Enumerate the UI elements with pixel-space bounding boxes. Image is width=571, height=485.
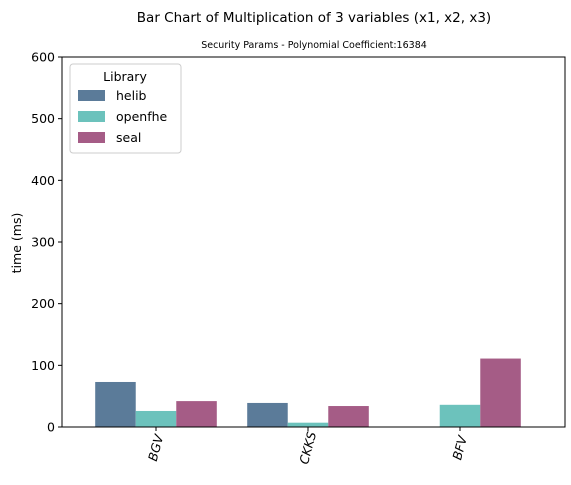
y-tick-label: 100 (31, 358, 55, 373)
chart-subtitle: Security Params - Polynomial Coefficient… (201, 40, 427, 51)
legend: Library helib openfhe seal (69, 63, 182, 154)
bar-helib-ckks (247, 402, 288, 427)
bar-openfhe-bfv (439, 404, 481, 427)
bar-seal-ckks (328, 406, 369, 427)
plot-frame (61, 56, 566, 428)
bars-group (95, 358, 521, 427)
legend-swatch-helib (78, 90, 105, 101)
chart-title: Bar Chart of Multiplication of 3 variabl… (137, 10, 491, 26)
legend-swatch-openfhe (78, 111, 105, 122)
bar-openfhe-ckks (287, 422, 329, 427)
bar-seal-bfv (480, 358, 521, 427)
legend-label-openfhe: openfhe (116, 109, 168, 124)
legend-label-helib: helib (116, 88, 147, 103)
bar-seal-bgv (176, 401, 217, 427)
x-tick-label: BFV (449, 433, 470, 462)
legend-swatch-seal (78, 132, 105, 143)
x-axis-ticks: BGV CKKS BFV (145, 427, 470, 466)
legend-items: helib openfhe seal (78, 88, 168, 145)
y-tick-label: 500 (31, 111, 55, 126)
legend-label-seal: seal (116, 130, 141, 145)
y-tick-label: 200 (31, 296, 55, 311)
y-axis-label: time (ms) (9, 213, 24, 274)
x-tick-label: CKKS (296, 430, 319, 466)
bar-helib-bgv (95, 381, 136, 427)
y-tick-label: 300 (31, 235, 55, 250)
y-tick-label: 400 (31, 173, 55, 188)
bar-openfhe-bgv (135, 410, 177, 427)
legend-title: Library (103, 69, 147, 84)
y-tick-label: 0 (47, 420, 55, 435)
x-tick-label: BGV (145, 432, 167, 463)
legend-box (69, 63, 182, 154)
y-tick-label: 600 (31, 50, 55, 65)
y-axis-ticks: 0 100 200 300 400 500 600 (31, 50, 62, 435)
